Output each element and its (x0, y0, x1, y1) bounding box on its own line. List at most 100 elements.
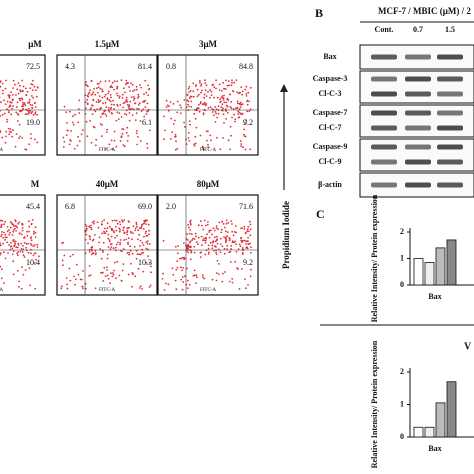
dot (113, 80, 116, 83)
dot (115, 243, 118, 246)
dot (0, 85, 2, 88)
dot (235, 79, 238, 82)
dot (92, 98, 95, 101)
dot (190, 106, 193, 108)
dot (12, 87, 15, 89)
dot (95, 101, 98, 103)
dot (21, 229, 24, 232)
dot (203, 103, 206, 106)
dot (133, 246, 136, 248)
dot (24, 269, 27, 271)
dot (4, 257, 7, 260)
dot (134, 119, 137, 121)
dot (192, 82, 195, 85)
dot (111, 229, 113, 232)
dot (7, 229, 10, 232)
dot (222, 113, 225, 116)
dot (240, 143, 243, 145)
dot (20, 233, 23, 236)
dot (122, 87, 125, 90)
dot (7, 109, 10, 112)
dot (94, 144, 97, 147)
dot (112, 273, 115, 276)
dot (19, 250, 22, 253)
dot (221, 90, 223, 92)
dot (207, 253, 210, 255)
dot (5, 79, 7, 82)
dot (97, 99, 100, 101)
dot (132, 225, 135, 228)
dot (124, 113, 126, 115)
panel-title: 80μM (197, 179, 220, 189)
dot (184, 275, 186, 278)
dot (241, 240, 244, 242)
dot (229, 93, 231, 96)
dot (17, 82, 20, 84)
dot (213, 114, 215, 116)
dot (122, 102, 125, 105)
dot (132, 99, 135, 101)
dot (0, 101, 2, 104)
dot (212, 83, 215, 86)
dot (132, 232, 134, 235)
dot (89, 89, 92, 92)
dot (174, 133, 177, 136)
dot (183, 121, 186, 124)
dot (197, 224, 200, 227)
dot (96, 108, 98, 110)
dot (86, 98, 89, 101)
dot (8, 95, 11, 98)
dot (11, 253, 14, 256)
dot (0, 242, 1, 244)
dot (1, 220, 4, 222)
dot (179, 104, 182, 107)
dot (15, 230, 17, 232)
dot (176, 266, 179, 269)
dot (34, 102, 36, 105)
bar (435, 247, 446, 286)
dot (176, 252, 179, 255)
dot (110, 246, 113, 248)
dot (88, 275, 90, 277)
dot (132, 90, 134, 92)
dot (0, 226, 3, 229)
dot (211, 244, 214, 247)
dot (34, 106, 37, 108)
dot (123, 219, 126, 221)
dot (119, 239, 122, 241)
dot (119, 243, 121, 246)
dot (101, 96, 104, 99)
dot (146, 110, 149, 113)
dot (26, 235, 29, 237)
dot (27, 242, 29, 245)
dot (72, 253, 74, 256)
dot (8, 106, 11, 108)
dot (27, 112, 30, 115)
dot (3, 112, 6, 115)
dot (216, 136, 218, 139)
dot (29, 103, 32, 106)
band (405, 54, 431, 60)
dot (18, 280, 21, 283)
dot (109, 282, 111, 285)
dot (12, 79, 15, 82)
quadrant-value: 2.0 (166, 202, 176, 211)
dot (201, 89, 203, 92)
dot (231, 240, 234, 243)
dot (235, 231, 238, 234)
dot (77, 273, 80, 276)
dot (106, 257, 109, 260)
dot (214, 121, 217, 123)
dot (241, 247, 244, 249)
dot (16, 88, 19, 91)
dot (126, 231, 128, 234)
dot (13, 245, 15, 248)
dot (62, 136, 65, 139)
dot (236, 267, 239, 269)
dot (239, 140, 242, 143)
dot (21, 227, 24, 230)
dot (244, 148, 247, 151)
dot (99, 99, 102, 102)
dot (0, 110, 1, 112)
dot (28, 98, 31, 101)
